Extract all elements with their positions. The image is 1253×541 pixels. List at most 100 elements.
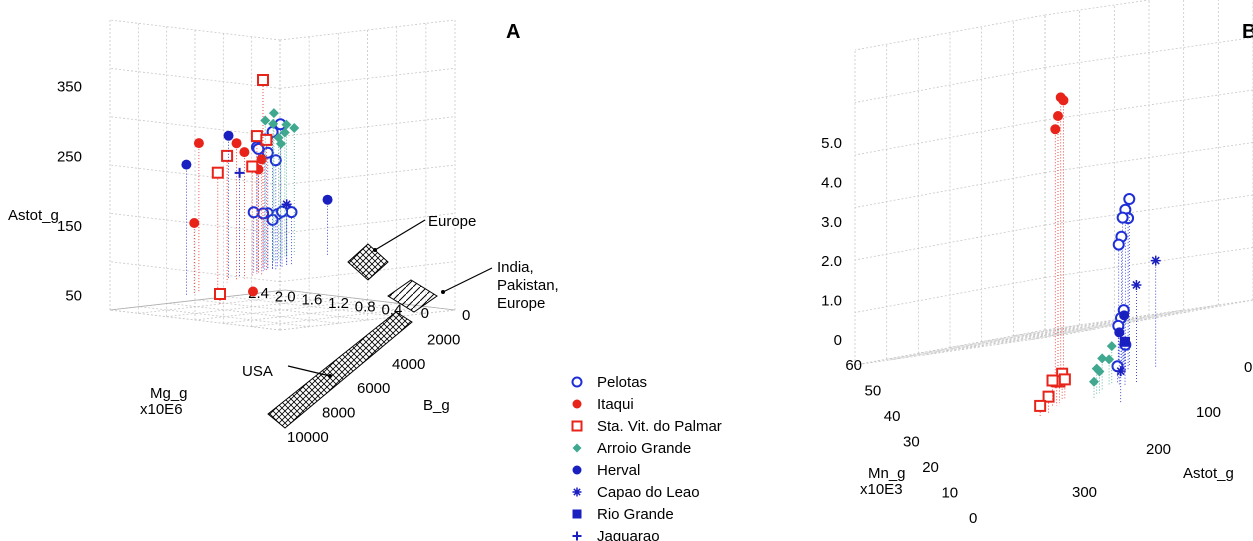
- panel-a-point: [322, 194, 333, 205]
- panel-a-x-tick: 2000: [427, 331, 460, 348]
- panel-b-z-tick: 4.0: [821, 174, 842, 191]
- panel-a-point: [269, 154, 282, 167]
- panel-a-y-tick: 0.8: [355, 298, 376, 315]
- annotation-arrowhead: [441, 290, 445, 294]
- panel-b-y-tick: 40: [884, 408, 901, 425]
- panel-b-y-tick: 60: [845, 357, 862, 374]
- annotation-arrowhead: [373, 248, 377, 252]
- panel-b-grid-line: [1044, 89, 1253, 121]
- panel-b-z-tick: 1.0: [821, 293, 842, 310]
- panel-a-ylabel-line2: x10E6: [140, 401, 183, 418]
- panel-a-grid-line: [226, 296, 397, 318]
- panel-a-point: [248, 286, 258, 297]
- panel-a-grid-line: [255, 292, 426, 314]
- panel-b-point: [1131, 279, 1142, 290]
- legend-label: Rio Grande: [597, 506, 674, 523]
- panel-b-point: [1097, 353, 1108, 364]
- panel-a-zlabel: Astot_g: [8, 207, 59, 224]
- legend-label: Sta. Vit. do Palmar: [597, 418, 722, 435]
- panel-b-z-tick: 0: [834, 332, 842, 349]
- legend-item: Arroio Grande: [572, 440, 691, 457]
- legend-item: Sta. Vit. do Palmar: [571, 418, 722, 435]
- annotation-europe: Europe: [428, 213, 476, 230]
- legend-label: Capao do Leao: [597, 484, 700, 501]
- panel-b-point: [1119, 310, 1130, 321]
- panel-a-grid-line: [109, 67, 281, 89]
- panel-b-point: [1046, 374, 1059, 387]
- legend-label: Herval: [597, 462, 640, 479]
- legend: Pelotas Itaqui Sta. Vit. do Palmar Arroio G…: [571, 374, 722, 541]
- panel-b-y-tick: 0: [969, 510, 977, 527]
- panel-a-point: [214, 288, 226, 300]
- panel-b-y-tick: 50: [865, 383, 882, 400]
- panel-b-x-tick: 100: [1196, 404, 1221, 421]
- annotation-india-line: Pakistan,: [497, 277, 559, 294]
- panel-b-grid-line: [1044, 37, 1253, 68]
- panel-b-y-tick: 10: [941, 485, 958, 502]
- legend-marker-circle-open: [571, 376, 583, 388]
- legend-marker-circle-filled: [572, 465, 582, 475]
- panel-a-x-tick: 4000: [392, 356, 425, 373]
- panel-b-point: [1116, 211, 1129, 224]
- panel-a-label: A: [506, 21, 520, 43]
- legend-item: Rio Grande: [572, 506, 674, 523]
- panel-a-point: [234, 167, 245, 178]
- panel-b-ylabel-line2: x10E3: [860, 481, 903, 498]
- panel-a-grid: [109, 19, 456, 331]
- legend-item: Itaqui: [572, 396, 634, 413]
- panel-a-point: [181, 159, 192, 170]
- panel-a-grid-line: [279, 164, 456, 186]
- panel-a-grid-line: [279, 67, 456, 89]
- panel-b-grid-line: [1062, 299, 1253, 336]
- panel-b-ylabel: Mn_g x10E3: [860, 465, 906, 498]
- panel-a-point: [281, 199, 292, 210]
- legend-marker-circle-filled: [572, 399, 582, 409]
- panel-a-x-tick: 8000: [322, 405, 355, 422]
- annotation-usa: USA: [242, 363, 273, 380]
- panel-a-point: [239, 147, 250, 158]
- panel-a-point: [221, 149, 234, 162]
- panel-b-y-tick: 30: [903, 434, 920, 451]
- panel-a-point: [260, 133, 273, 146]
- panel-a-grid-line: [279, 116, 456, 138]
- annotation-india-arrow: [442, 267, 493, 293]
- annotation-india-line: India,: [497, 259, 534, 276]
- legend-marker-square-filled: [572, 509, 582, 519]
- panel-a-regions: [267, 243, 438, 429]
- panel-b-point: [1050, 124, 1061, 135]
- panel-a-grid-line: [194, 299, 371, 321]
- panel-b-ylabel-line1: Mn_g: [868, 465, 906, 482]
- panel-a-grid-line: [168, 302, 339, 324]
- annotation-arrowhead: [328, 374, 332, 378]
- panel-b-point: [1150, 255, 1161, 266]
- panel-b-label: B: [1242, 21, 1253, 43]
- panel-a-point: [268, 118, 279, 129]
- panel-a-point: [275, 138, 286, 149]
- panel-b-grid-line: [924, 319, 1115, 356]
- region-europe: [347, 243, 389, 281]
- panel-a-z-tick: 50: [65, 288, 82, 305]
- panel-b-point: [1114, 327, 1125, 338]
- panel-a-y-tick: 1.2: [328, 295, 349, 312]
- panel-b-grid-line: [854, 67, 1046, 103]
- panel-a-point: [260, 115, 271, 126]
- panel-b-grid-line: [1044, 142, 1253, 173]
- annotation-europe-arrow: [374, 219, 426, 251]
- annotation-usa-arrow: [287, 365, 331, 377]
- panel-b-point: [1104, 354, 1115, 365]
- panel-b-grid-line: [854, 334, 1064, 366]
- panel-b-point: [1058, 95, 1069, 106]
- panel-a-point: [193, 138, 204, 149]
- panel-b-grid-line: [949, 317, 1159, 348]
- legend-marker-asterisk: [572, 487, 582, 497]
- panel-a-point: [279, 127, 290, 138]
- panel-a-y-tick: 2.0: [275, 288, 296, 305]
- panel-b-point: [1058, 373, 1071, 386]
- legend-label: Jaguarao: [597, 528, 660, 541]
- panel-b-grid-line: [886, 328, 1095, 360]
- legend-marker-diamond-filled: [572, 443, 582, 453]
- panel-a-y-tick: 1.6: [301, 292, 322, 309]
- panel-a-points: [181, 74, 333, 305]
